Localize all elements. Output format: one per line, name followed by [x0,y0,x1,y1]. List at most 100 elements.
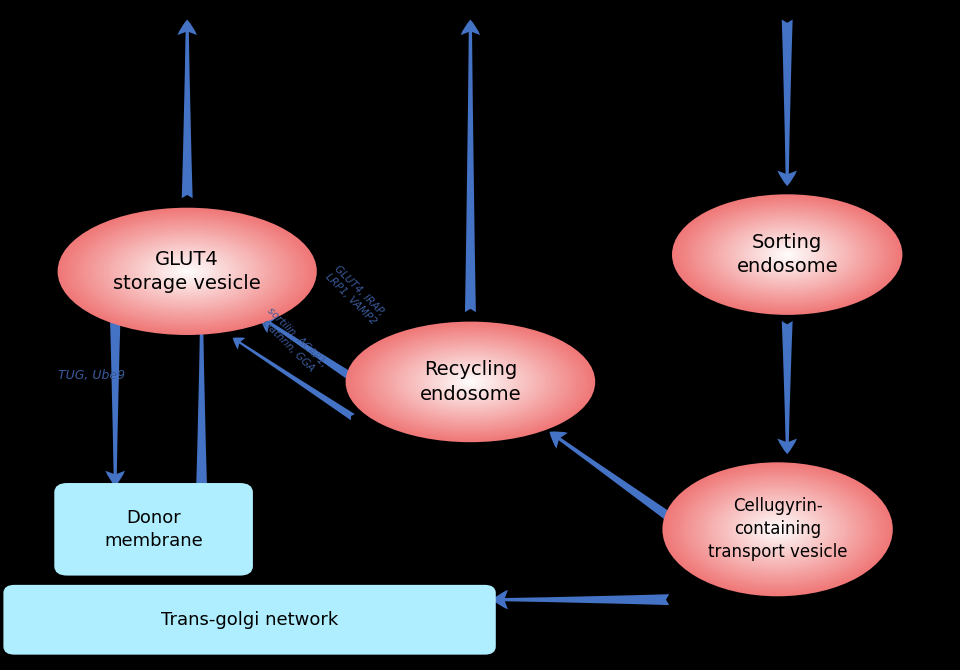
Ellipse shape [732,502,824,556]
Ellipse shape [119,238,255,305]
Ellipse shape [698,208,876,302]
Ellipse shape [77,217,298,326]
Ellipse shape [433,364,508,400]
Ellipse shape [706,488,850,571]
Ellipse shape [175,265,201,278]
Ellipse shape [752,515,804,544]
Ellipse shape [439,367,501,397]
Ellipse shape [683,474,873,584]
Ellipse shape [769,524,786,535]
Ellipse shape [451,373,489,391]
Ellipse shape [718,218,856,291]
Ellipse shape [132,245,242,298]
Ellipse shape [680,472,876,586]
Ellipse shape [112,234,262,308]
Ellipse shape [668,466,887,593]
Ellipse shape [743,509,812,549]
Ellipse shape [116,237,258,306]
Ellipse shape [84,220,291,322]
Text: GLUT4, IRAP,
LRP1, VAMP2: GLUT4, IRAP, LRP1, VAMP2 [324,263,387,326]
Ellipse shape [723,497,832,561]
Ellipse shape [738,229,836,280]
Ellipse shape [761,241,813,268]
Ellipse shape [142,249,232,293]
Ellipse shape [411,353,530,411]
Ellipse shape [97,226,278,316]
Ellipse shape [67,212,307,330]
Ellipse shape [703,486,852,573]
Ellipse shape [138,247,236,295]
Ellipse shape [351,325,589,440]
Ellipse shape [155,255,220,287]
Text: Donor
membrane: Donor membrane [105,509,203,550]
Ellipse shape [376,336,564,427]
Ellipse shape [126,241,249,302]
Ellipse shape [396,346,545,418]
Ellipse shape [430,362,511,401]
Ellipse shape [776,249,799,261]
Ellipse shape [764,243,810,267]
Ellipse shape [178,267,197,276]
Ellipse shape [695,206,879,303]
Ellipse shape [86,222,288,321]
Ellipse shape [684,200,891,309]
Ellipse shape [775,528,780,531]
Text: Recycling
endosome: Recycling endosome [420,360,521,403]
Ellipse shape [401,348,540,415]
Ellipse shape [64,211,310,332]
Ellipse shape [772,526,783,533]
Ellipse shape [704,211,871,298]
Ellipse shape [358,328,583,436]
Ellipse shape [741,230,833,279]
Ellipse shape [677,470,878,588]
Ellipse shape [688,477,867,582]
Ellipse shape [662,462,893,596]
Ellipse shape [750,235,825,274]
Ellipse shape [757,517,798,541]
Ellipse shape [464,379,476,385]
Ellipse shape [109,233,265,310]
Ellipse shape [390,342,551,421]
Text: Sorting
endosome: Sorting endosome [736,233,838,276]
Ellipse shape [123,240,252,303]
Text: sortilin, ACAP1,
clathrin, GGA: sortilin, ACAP1, clathrin, GGA [257,306,328,377]
Ellipse shape [81,219,294,324]
Ellipse shape [458,376,483,388]
Ellipse shape [746,511,809,548]
Ellipse shape [779,250,796,259]
Ellipse shape [773,247,802,262]
Ellipse shape [674,469,881,590]
Ellipse shape [149,252,227,291]
Ellipse shape [180,268,194,275]
Ellipse shape [129,243,246,300]
Ellipse shape [93,225,281,318]
FancyBboxPatch shape [5,586,494,653]
Ellipse shape [730,224,845,285]
Ellipse shape [729,501,827,557]
Ellipse shape [685,476,870,583]
Ellipse shape [691,479,864,580]
Ellipse shape [361,329,580,435]
Ellipse shape [717,494,838,564]
Ellipse shape [678,198,897,312]
Text: Trans-golgi network: Trans-golgi network [161,611,338,628]
Ellipse shape [455,375,486,389]
Ellipse shape [711,490,844,568]
Ellipse shape [468,381,473,383]
Ellipse shape [755,516,801,543]
Ellipse shape [71,214,303,329]
Ellipse shape [701,209,874,300]
Ellipse shape [747,234,828,276]
Text: GLUT4
storage vesicle: GLUT4 storage vesicle [113,250,261,293]
Ellipse shape [90,224,284,319]
Ellipse shape [766,523,789,536]
Ellipse shape [753,237,822,273]
Ellipse shape [665,464,890,595]
Ellipse shape [408,352,533,412]
Ellipse shape [708,489,847,570]
Ellipse shape [161,259,213,284]
Ellipse shape [721,220,853,289]
Ellipse shape [443,369,498,395]
Ellipse shape [414,355,526,409]
Ellipse shape [714,492,841,566]
